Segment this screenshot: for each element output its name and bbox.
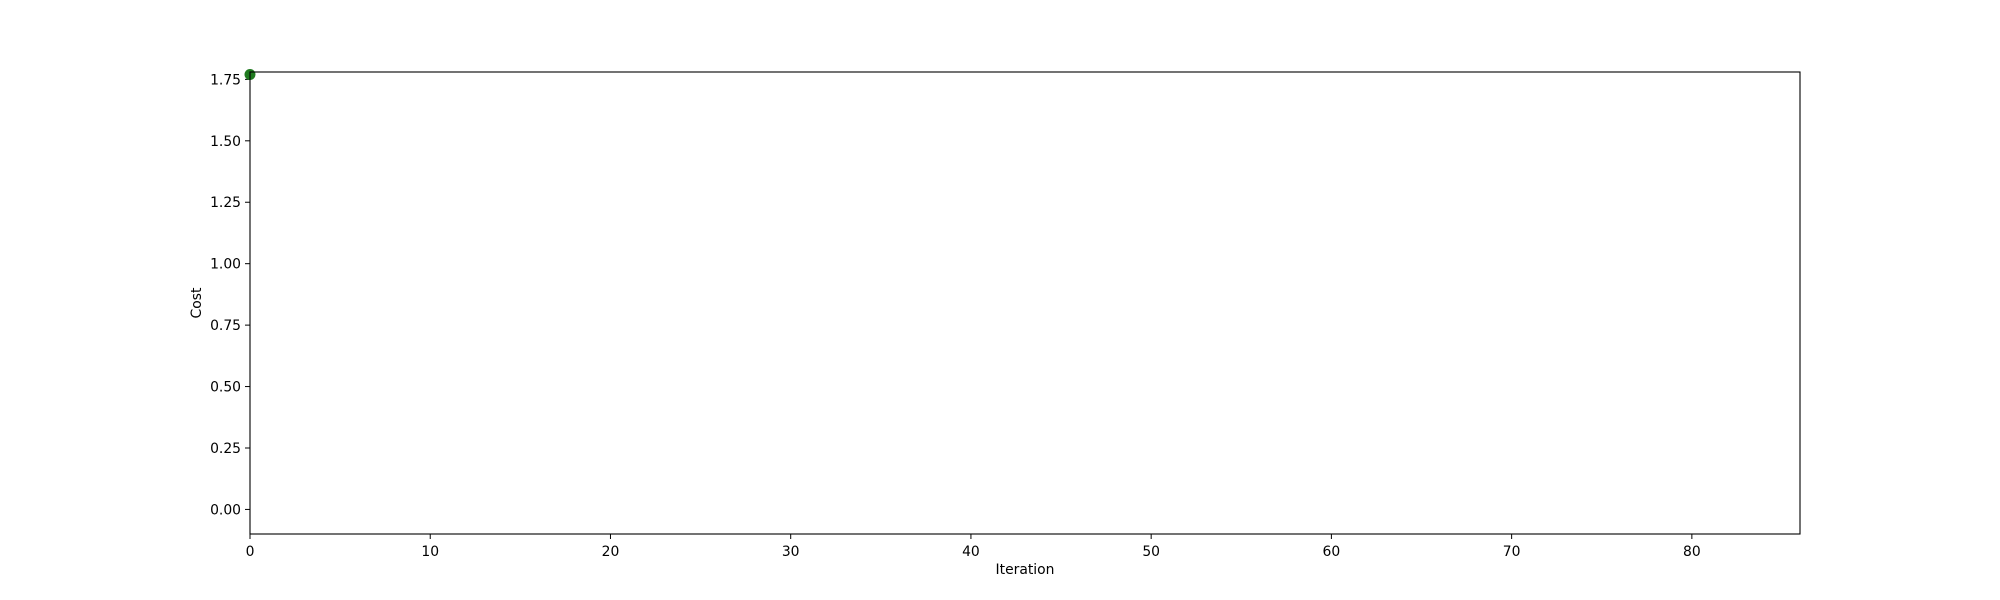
- x-axis-ticks: 0 10 20 30 40 50 60 70 80: [246, 534, 1701, 560]
- y-tick-label: 1.00: [210, 257, 241, 273]
- y-tick-label: 0.25: [210, 441, 241, 457]
- plot-frame: [249, 71, 1801, 535]
- x-tick-label: 70: [1503, 544, 1521, 560]
- y-tick-label: 1.50: [210, 134, 241, 150]
- plot-area: [250, 72, 1800, 534]
- y-axis-label: Cost: [189, 287, 205, 318]
- y-tick-label: 0.50: [210, 380, 241, 396]
- x-tick-label: 30: [782, 544, 800, 560]
- x-axis-label: Iteration: [996, 562, 1055, 578]
- x-tick-label: 40: [962, 544, 980, 560]
- y-tick-label: 1.25: [210, 195, 241, 211]
- x-tick-label: 0: [246, 544, 255, 560]
- x-tick-label: 20: [602, 544, 620, 560]
- y-axis-ticks: 0.00 0.25 0.50 0.75 1.00 1.25 1.50 1.75: [210, 72, 250, 518]
- y-tick-label: 0.75: [210, 318, 241, 334]
- y-tick-label: 1.75: [210, 72, 241, 88]
- x-tick-label: 60: [1323, 544, 1341, 560]
- x-tick-label: 50: [1142, 544, 1160, 560]
- x-tick-label: 10: [421, 544, 439, 560]
- x-tick-label: 80: [1683, 544, 1701, 560]
- y-tick-label: 0.00: [210, 502, 241, 518]
